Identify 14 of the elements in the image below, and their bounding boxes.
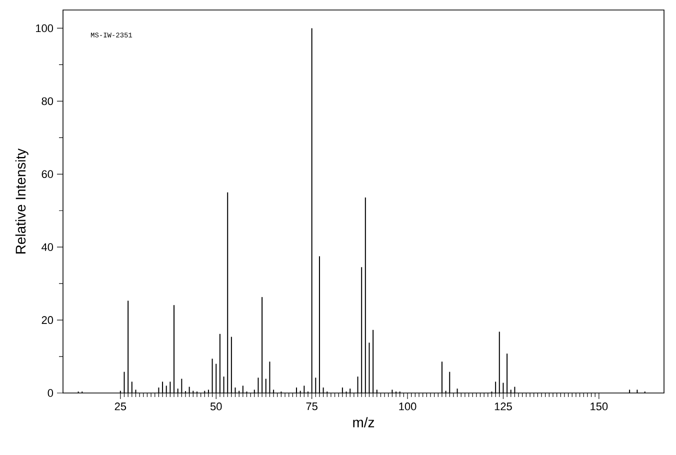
x-axis-title: m/z	[353, 417, 374, 428]
x-tick-label: 75	[306, 402, 318, 410]
x-tick-label: 150	[590, 402, 608, 410]
y-tick-label: 0	[48, 389, 54, 397]
x-tick-label: 125	[494, 402, 512, 410]
y-tick-label: 20	[42, 316, 54, 324]
y-tick-label: 80	[42, 97, 54, 106]
y-tick-label: 40	[42, 243, 54, 251]
x-tick-label: 50	[210, 402, 222, 410]
x-tick-label: 100	[399, 402, 416, 410]
y-tick-label: 100	[36, 24, 54, 32]
x-tick-label: 25	[114, 402, 126, 410]
y-axis-title: Relative Intensity	[15, 148, 28, 254]
y-tick-label: 60	[42, 170, 54, 178]
